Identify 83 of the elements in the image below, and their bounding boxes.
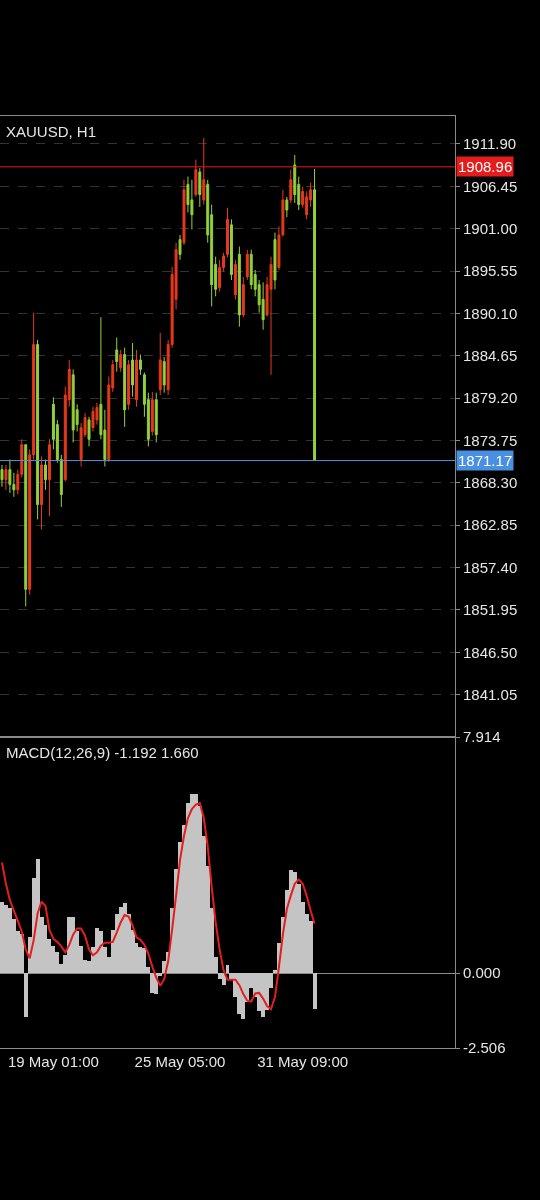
y-tick-label: 1911.90 bbox=[463, 135, 517, 153]
candlestick bbox=[182, 179, 186, 246]
candlestick bbox=[190, 179, 194, 230]
candlestick bbox=[87, 416, 91, 447]
candlestick bbox=[154, 392, 158, 443]
y-tick-label: 1884.65 bbox=[463, 347, 518, 365]
candlestick bbox=[131, 342, 135, 398]
candlestick bbox=[138, 354, 142, 376]
candlestick bbox=[123, 347, 127, 428]
candlestick bbox=[162, 356, 166, 394]
candlestick bbox=[241, 276, 245, 318]
bar bbox=[71, 917, 75, 973]
x-tick-label: 25 May 05:00 bbox=[134, 1053, 226, 1070]
candlestick bbox=[237, 246, 241, 328]
y-tick-label: 1857.40 bbox=[463, 558, 518, 576]
candlestick bbox=[4, 464, 8, 491]
y-tick-label: 1851.95 bbox=[463, 601, 518, 619]
bar bbox=[261, 973, 265, 1017]
candlestick bbox=[233, 259, 237, 300]
bar bbox=[313, 973, 317, 1009]
bar bbox=[150, 973, 154, 993]
candlestick bbox=[24, 444, 28, 607]
bar bbox=[142, 948, 146, 973]
y-tick-label: 1879.20 bbox=[463, 389, 518, 407]
candlestick bbox=[135, 349, 138, 408]
y-tick-label: 7.914 bbox=[463, 728, 501, 746]
y-tick-label: 1846.50 bbox=[463, 643, 518, 661]
y-tick-label: 1890.10 bbox=[463, 304, 518, 322]
candlestick bbox=[158, 332, 162, 396]
line-series bbox=[0, 802, 316, 1011]
x-tick-label: 19 May 01:00 bbox=[7, 1053, 99, 1070]
candlestick bbox=[0, 464, 4, 488]
candlestick bbox=[198, 167, 202, 208]
y-tick-label: 1868.30 bbox=[463, 474, 518, 492]
y-tick-label: 1862.85 bbox=[463, 516, 518, 534]
candlestick bbox=[226, 207, 229, 258]
ref-line-label: 1871.17 bbox=[458, 452, 513, 469]
ref-line-label: 1908.96 bbox=[458, 158, 513, 175]
candlestick bbox=[245, 249, 249, 281]
candlestick bbox=[289, 169, 293, 204]
bar bbox=[226, 965, 229, 973]
candlestick bbox=[202, 137, 206, 206]
y-tick-label: 1895.55 bbox=[463, 262, 518, 280]
y-tick-label: 1873.75 bbox=[463, 431, 518, 449]
bar bbox=[36, 859, 40, 973]
candlestick bbox=[119, 349, 123, 373]
candlestick bbox=[269, 256, 273, 376]
candlestick bbox=[194, 159, 198, 198]
bar bbox=[95, 928, 99, 973]
candlestick bbox=[71, 368, 75, 443]
candlestick bbox=[150, 391, 154, 436]
candlestick bbox=[285, 196, 289, 218]
bar bbox=[241, 973, 245, 1019]
bar bbox=[293, 872, 297, 973]
bar bbox=[67, 917, 71, 973]
candlestick bbox=[127, 359, 131, 411]
candlestick bbox=[47, 438, 51, 517]
y-tick-label: 0.000 bbox=[463, 964, 501, 982]
bar bbox=[289, 870, 293, 973]
bar bbox=[20, 934, 24, 973]
candlestick bbox=[44, 459, 47, 491]
candlestick bbox=[91, 406, 95, 433]
candlestick bbox=[36, 339, 40, 520]
bar bbox=[273, 970, 277, 973]
y-tick-label: 1841.05 bbox=[463, 685, 518, 703]
x-tick-label: 31 May 09:00 bbox=[257, 1053, 349, 1070]
text: XAUUSD, H1 bbox=[6, 123, 97, 140]
bar bbox=[123, 903, 127, 973]
candlestick bbox=[178, 234, 182, 261]
candlestick bbox=[40, 455, 44, 530]
candlestick bbox=[273, 232, 277, 290]
candlestick bbox=[115, 337, 119, 373]
y-tick-label: 1906.45 bbox=[463, 177, 518, 195]
bar bbox=[119, 907, 123, 973]
candlestick bbox=[261, 281, 265, 331]
y-tick-label: 1901.00 bbox=[463, 219, 518, 237]
candlestick bbox=[8, 459, 12, 494]
bar bbox=[99, 931, 103, 973]
y-tick-label: -2.506 bbox=[463, 1039, 506, 1057]
text: MACD(12,26,9) -1.192 1.660 bbox=[6, 744, 199, 761]
bar bbox=[24, 973, 28, 1017]
candlestick bbox=[229, 218, 233, 281]
candlestick bbox=[313, 168, 317, 462]
